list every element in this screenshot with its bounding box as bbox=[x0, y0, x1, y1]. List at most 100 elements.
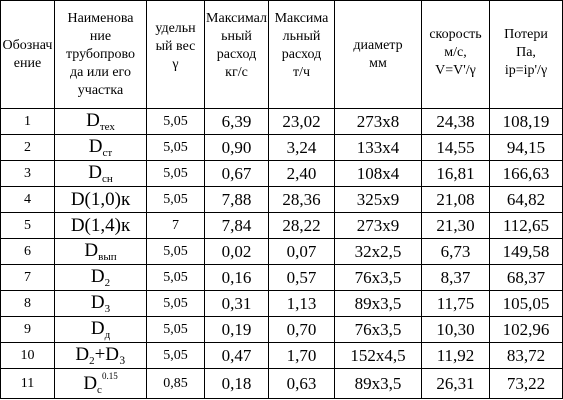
cell-diameter: 133х4 bbox=[334, 134, 422, 161]
cell-max-flow-kgs: 0,16 bbox=[204, 264, 269, 291]
designation-base: D bbox=[90, 266, 105, 287]
cell-specific-weight: 5,05 bbox=[146, 108, 205, 135]
table-row: 11 Dc 0.15 0,85 0,18 0,63 89х3,5 26,31 73,22 bbox=[0, 368, 563, 399]
cell-speed: 14,55 bbox=[421, 134, 490, 161]
cell-losses: 149,58 bbox=[489, 238, 563, 265]
cell-designation: Dc 0.15 bbox=[54, 368, 147, 399]
cell-number: 7 bbox=[0, 264, 55, 291]
table-row: 10 D2+D₃ 5,05 0,47 1,70 152х4,5 11,92 83,72 bbox=[0, 342, 563, 369]
cell-max-flow-kgs: 6,39 bbox=[204, 108, 269, 135]
designation-base: D bbox=[90, 318, 105, 339]
cell-specific-weight: 5,05 bbox=[146, 134, 205, 161]
designation-subscript: сн bbox=[101, 173, 113, 185]
header-max-flow-th: Максима льный расход т/ч bbox=[268, 0, 335, 109]
cell-losses: 108,19 bbox=[489, 108, 563, 135]
designation-subscript: ст bbox=[102, 147, 113, 159]
header-specific-weight: удельн ый вес γ bbox=[146, 0, 205, 109]
cell-losses: 68,37 bbox=[489, 264, 563, 291]
cell-max-flow-kgs: 0,67 bbox=[204, 160, 269, 187]
cell-specific-weight: 7 bbox=[146, 212, 205, 239]
designation-subscript: 2 bbox=[104, 277, 111, 289]
cell-speed: 24,38 bbox=[421, 108, 490, 135]
table-row: 3 Dсн 5,05 0,67 2,40 108х4 16,81 166,63 bbox=[0, 160, 563, 187]
cell-diameter: 108х4 bbox=[334, 160, 422, 187]
cell-losses: 94,15 bbox=[489, 134, 563, 161]
cell-specific-weight: 5,05 bbox=[146, 238, 205, 265]
designation-base: D bbox=[75, 344, 90, 365]
cell-max-flow-kgs: 0,47 bbox=[204, 342, 269, 369]
designation-base: D bbox=[88, 136, 103, 157]
designation-base: D(1,4)к bbox=[70, 214, 131, 236]
cell-max-flow-kgs: 0,19 bbox=[204, 316, 269, 343]
cell-designation: Dсн bbox=[54, 160, 147, 187]
table-row: 2 Dст 5,05 0,90 3,24 133х4 14,55 94,15 bbox=[0, 134, 563, 161]
cell-number: 3 bbox=[0, 160, 55, 187]
cell-speed: 8,37 bbox=[421, 264, 490, 291]
cell-losses: 64,82 bbox=[489, 186, 563, 213]
cell-max-flow-th: 28,36 bbox=[268, 186, 335, 213]
cell-diameter: 325х9 bbox=[334, 186, 422, 213]
designation-base: D bbox=[90, 292, 105, 313]
table-body: 1 Dтех 5,05 6,39 23,02 273х8 24,38 108,19 2 Dст 5,… bbox=[0, 108, 563, 399]
cell-max-flow-kgs: 7,88 bbox=[204, 186, 269, 213]
cell-speed: 10,30 bbox=[421, 316, 490, 343]
designation-base: D bbox=[84, 240, 99, 261]
cell-specific-weight: 5,05 bbox=[146, 160, 205, 187]
cell-max-flow-th: 2,40 bbox=[268, 160, 335, 187]
cell-number: 1 bbox=[0, 108, 55, 135]
header-max-flow-kgs: Максимал ьный расход кг/с bbox=[204, 0, 269, 109]
cell-diameter: 89х3,5 bbox=[334, 290, 422, 317]
cell-speed: 6,73 bbox=[421, 238, 490, 265]
cell-losses: 73,22 bbox=[489, 368, 563, 399]
designation-subscript: 2 bbox=[89, 355, 95, 367]
cell-specific-weight: 5,05 bbox=[146, 186, 205, 213]
cell-max-flow-th: 0,07 bbox=[268, 238, 335, 265]
cell-diameter: 152х4,5 bbox=[334, 342, 422, 369]
table-row: 6 Dвып 5,05 0,02 0,07 32х2,5 6,73 149,58 bbox=[0, 238, 563, 265]
designation-subscript: 3 bbox=[104, 303, 111, 315]
cell-max-flow-kgs: 0,18 bbox=[204, 368, 269, 399]
cell-designation: D(1,0)к bbox=[54, 186, 147, 213]
cell-speed: 26,31 bbox=[421, 368, 490, 399]
cell-designation: D2+D₃ bbox=[54, 342, 147, 369]
header-pipeline-name: Наименова ние трубопрово да или его учас… bbox=[54, 0, 147, 109]
cell-speed: 11,75 bbox=[421, 290, 490, 317]
cell-number: 10 bbox=[0, 342, 55, 369]
cell-designation: D(1,4)к bbox=[54, 212, 147, 239]
cell-max-flow-kgs: 7,84 bbox=[204, 212, 269, 239]
table-row: 5 D(1,4)к 7 7,84 28,22 273х9 21,30 112,65 bbox=[0, 212, 563, 239]
designation-tail: +D₃ bbox=[94, 344, 126, 365]
table-row: 7 D2 5,05 0,16 0,57 76х3,5 8,37 68,37 bbox=[0, 264, 563, 291]
cell-number: 4 bbox=[0, 186, 55, 213]
designation-base: D bbox=[86, 110, 100, 131]
cell-max-flow-kgs: 0,31 bbox=[204, 290, 269, 317]
cell-losses: 112,65 bbox=[489, 212, 563, 239]
table-row: 4 D(1,0)к 5,05 7,88 28,36 325х9 21,08 64,82 bbox=[0, 186, 563, 213]
cell-specific-weight: 5,05 bbox=[146, 264, 205, 291]
cell-losses: 83,72 bbox=[489, 342, 563, 369]
cell-number: 5 bbox=[0, 212, 55, 239]
cell-number: 8 bbox=[0, 290, 55, 317]
cell-max-flow-th: 28,22 bbox=[268, 212, 335, 239]
cell-max-flow-th: 3,24 bbox=[268, 134, 335, 161]
cell-speed: 21,08 bbox=[421, 186, 490, 213]
cell-diameter: 32х2,5 bbox=[334, 238, 422, 265]
cell-specific-weight: 5,05 bbox=[146, 290, 205, 317]
cell-diameter: 89х3,5 bbox=[334, 368, 422, 399]
designation-subscript: д bbox=[104, 329, 111, 341]
cell-losses: 105,05 bbox=[489, 290, 563, 317]
cell-specific-weight: 5,05 bbox=[146, 316, 205, 343]
header-diameter: диаметр мм bbox=[334, 0, 422, 109]
cell-diameter: 76х3,5 bbox=[334, 316, 422, 343]
cell-max-flow-th: 0,70 bbox=[268, 316, 335, 343]
designation-subscript: вып bbox=[98, 251, 117, 263]
cell-diameter: 76х3,5 bbox=[334, 264, 422, 291]
cell-designation: D3 bbox=[54, 290, 147, 317]
designation-subscript: c bbox=[97, 384, 102, 396]
designation-superscript: 0.15 bbox=[101, 371, 118, 381]
cell-max-flow-th: 0,57 bbox=[268, 264, 335, 291]
header-losses: Потери Па, ip=ip'/γ bbox=[489, 0, 563, 109]
designation-base: D bbox=[83, 373, 98, 394]
cell-max-flow-th: 1,70 bbox=[268, 342, 335, 369]
header-designation: Обознач ение bbox=[0, 0, 55, 109]
